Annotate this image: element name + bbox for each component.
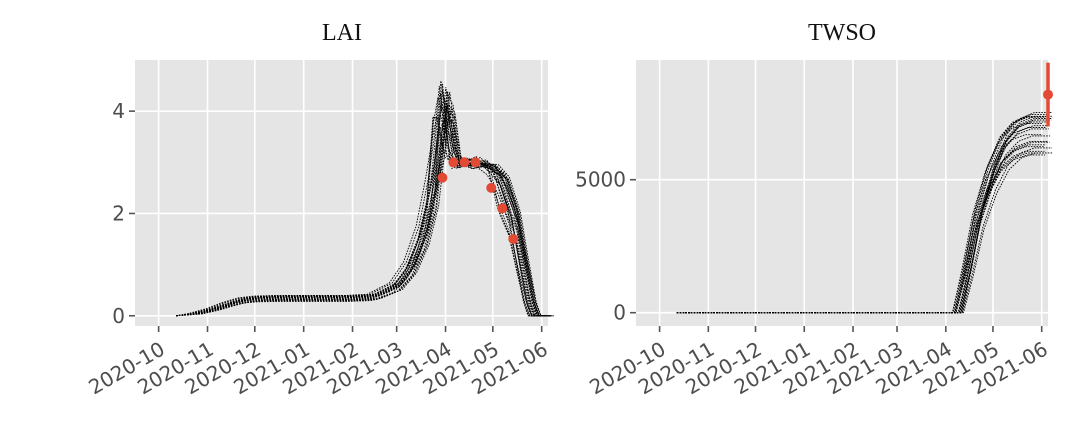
twso-observation-point	[1043, 89, 1053, 100]
lai-ensemble-member	[175, 117, 550, 317]
lai-observation-point	[448, 157, 459, 168]
lai-ytick-label: 2	[112, 201, 125, 225]
twso-panel-title: TWSO	[808, 20, 876, 46]
lai-ensemble-lines	[175, 80, 554, 317]
twso-ensemble-lines	[676, 112, 1054, 314]
lai-ensemble-member	[175, 116, 541, 317]
twso-ensemble-member	[676, 141, 1050, 314]
lai-ensemble-member	[175, 91, 552, 317]
lai-observation-point	[486, 182, 497, 193]
lai-observation-point	[497, 203, 508, 214]
lai-observation-point	[470, 157, 481, 168]
twso-ytick-label: 5000	[575, 168, 626, 192]
twso-ensemble-member	[676, 121, 1050, 314]
lai-observation-point	[437, 172, 448, 183]
lai-ensemble-member	[175, 97, 543, 317]
lai-ensemble-member	[175, 114, 545, 317]
lai-panel-title: LAI	[322, 20, 362, 46]
lai-ytick-label: 0	[112, 304, 125, 328]
twso-ensemble-member	[676, 154, 1045, 314]
lai-ytick-label: 4	[112, 99, 125, 123]
lai-observation-point	[459, 157, 470, 168]
lai-ensemble-member	[175, 97, 549, 317]
twso-ensemble-member	[676, 147, 1053, 314]
twso-observations	[1043, 62, 1053, 127]
twso-gridlines	[636, 60, 1048, 326]
lai-observations	[437, 157, 519, 245]
twso-ytick-label: 0	[613, 301, 626, 325]
twso-plot-area	[636, 60, 1048, 326]
lai-ensemble-member	[175, 87, 550, 317]
lai-plot-area	[135, 60, 548, 326]
lai-ensemble-member	[175, 93, 545, 317]
lai-observation-point	[508, 234, 519, 245]
lai-gridlines	[135, 60, 548, 326]
lai-ensemble-member	[175, 92, 552, 317]
